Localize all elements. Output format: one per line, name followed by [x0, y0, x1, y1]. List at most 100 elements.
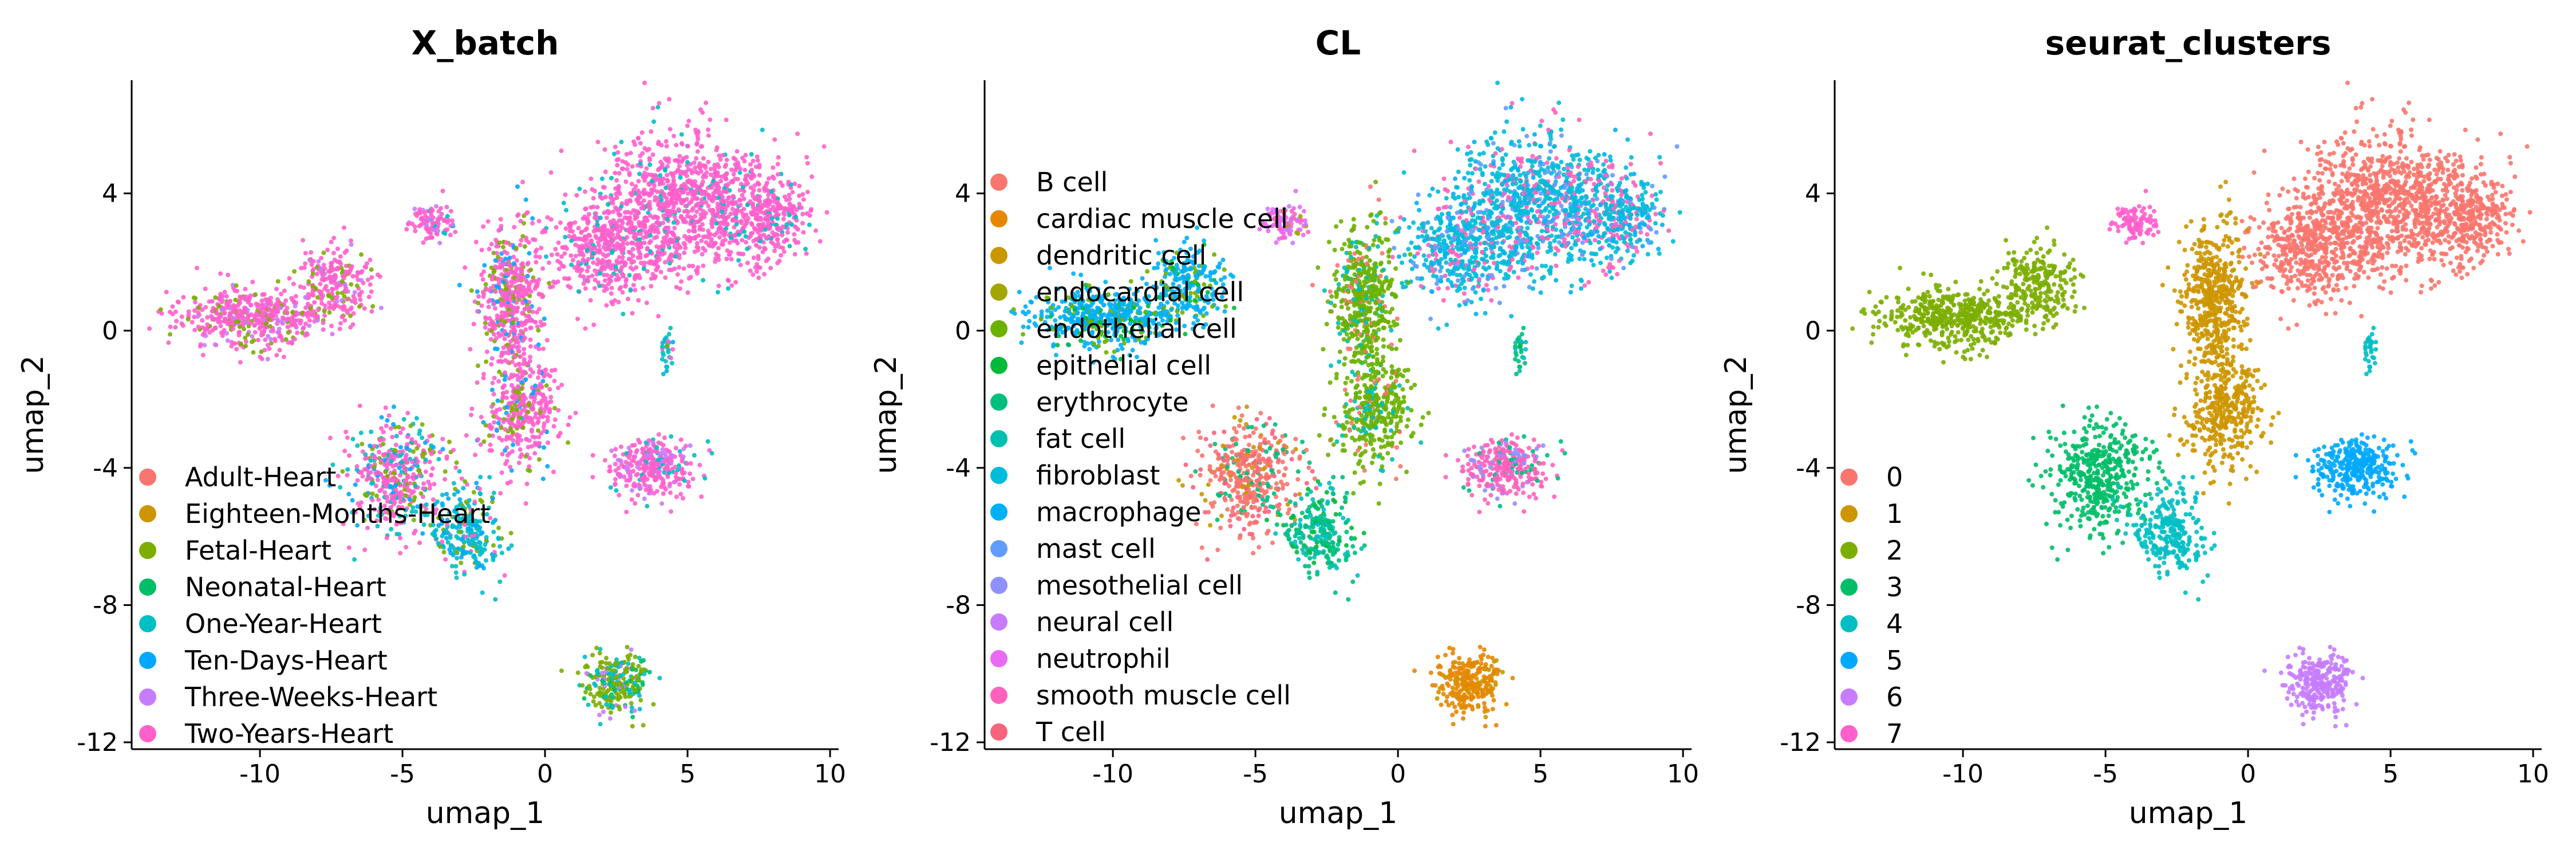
data-point — [736, 258, 741, 263]
data-point — [489, 265, 494, 270]
data-point — [714, 171, 718, 176]
data-point — [404, 545, 408, 549]
data-point — [309, 250, 313, 255]
data-point — [762, 246, 767, 250]
data-point — [309, 313, 314, 317]
data-point — [640, 680, 645, 685]
data-point — [515, 214, 520, 218]
data-point — [643, 466, 648, 470]
data-point — [709, 172, 713, 177]
data-point — [655, 220, 660, 225]
data-point — [361, 474, 365, 478]
data-point — [546, 400, 551, 405]
data-point — [647, 241, 652, 245]
data-point — [649, 129, 653, 134]
data-point — [442, 550, 447, 554]
data-point — [418, 428, 422, 433]
data-point — [535, 310, 539, 314]
data-point — [147, 326, 152, 331]
data-point — [196, 325, 201, 329]
data-point — [607, 465, 612, 469]
data-point — [733, 280, 738, 285]
data-point — [780, 233, 784, 238]
data-point — [583, 690, 588, 695]
data-point — [397, 450, 402, 454]
data-point — [795, 132, 800, 136]
data-point — [497, 407, 502, 412]
data-point — [591, 261, 595, 265]
data-point — [822, 144, 827, 149]
data-point — [218, 297, 222, 302]
data-point — [630, 443, 635, 448]
data-point — [635, 448, 639, 452]
data-point — [665, 144, 669, 148]
data-point — [560, 263, 564, 268]
data-point — [1429, 226, 1434, 230]
data-point — [186, 313, 191, 317]
data-point — [448, 551, 453, 556]
data-point — [638, 707, 642, 711]
data-point — [515, 184, 520, 189]
data-point — [521, 392, 526, 397]
data-point — [282, 289, 287, 293]
data-point — [547, 387, 552, 392]
data-point — [474, 481, 479, 485]
data-point — [519, 262, 524, 267]
data-point — [568, 415, 572, 420]
data-point — [726, 195, 731, 200]
data-point — [487, 434, 492, 438]
data-point — [480, 550, 484, 555]
data-point — [672, 226, 677, 230]
data-point — [610, 243, 615, 247]
data-point — [687, 235, 692, 239]
data-point — [230, 344, 234, 348]
data-point — [492, 332, 496, 337]
data-point — [805, 190, 810, 194]
data-point — [668, 326, 673, 330]
data-point — [536, 428, 540, 433]
data-point — [489, 404, 494, 409]
data-point — [779, 180, 783, 185]
data-point — [382, 490, 387, 495]
data-point — [663, 186, 668, 190]
data-point — [623, 261, 628, 266]
data-point — [512, 329, 517, 333]
data-point — [616, 277, 621, 282]
data-point — [738, 167, 742, 171]
data-point — [623, 460, 628, 465]
data-point — [685, 174, 689, 178]
data-point — [548, 407, 552, 412]
data-point — [496, 316, 500, 321]
data-point — [596, 140, 600, 144]
data-point — [347, 545, 351, 550]
data-point — [663, 260, 667, 265]
data-point — [631, 283, 636, 288]
data-point — [598, 215, 603, 220]
data-point — [428, 217, 432, 222]
data-point — [528, 355, 532, 359]
data-point — [517, 391, 521, 395]
data-point — [682, 156, 686, 161]
data-point — [436, 229, 440, 233]
data-point — [527, 240, 531, 245]
data-point — [551, 284, 555, 289]
data-point — [679, 280, 683, 284]
data-point — [345, 473, 350, 478]
data-point — [537, 347, 542, 351]
data-point — [181, 295, 185, 300]
data-point — [251, 350, 256, 355]
data-point — [759, 228, 764, 233]
data-point — [616, 472, 621, 477]
data-point — [588, 692, 593, 696]
data-point — [379, 306, 384, 310]
data-point — [698, 164, 702, 169]
data-point — [670, 231, 675, 235]
data-point — [314, 286, 318, 291]
data-point — [441, 230, 446, 235]
data-point — [454, 570, 459, 575]
data-point — [373, 456, 378, 460]
data-point — [668, 490, 673, 495]
data-point — [757, 173, 762, 178]
data-point — [647, 200, 652, 204]
data-point — [617, 185, 621, 190]
